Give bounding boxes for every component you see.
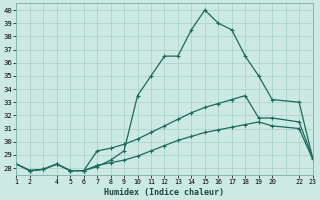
X-axis label: Humidex (Indice chaleur): Humidex (Indice chaleur) bbox=[104, 188, 224, 197]
